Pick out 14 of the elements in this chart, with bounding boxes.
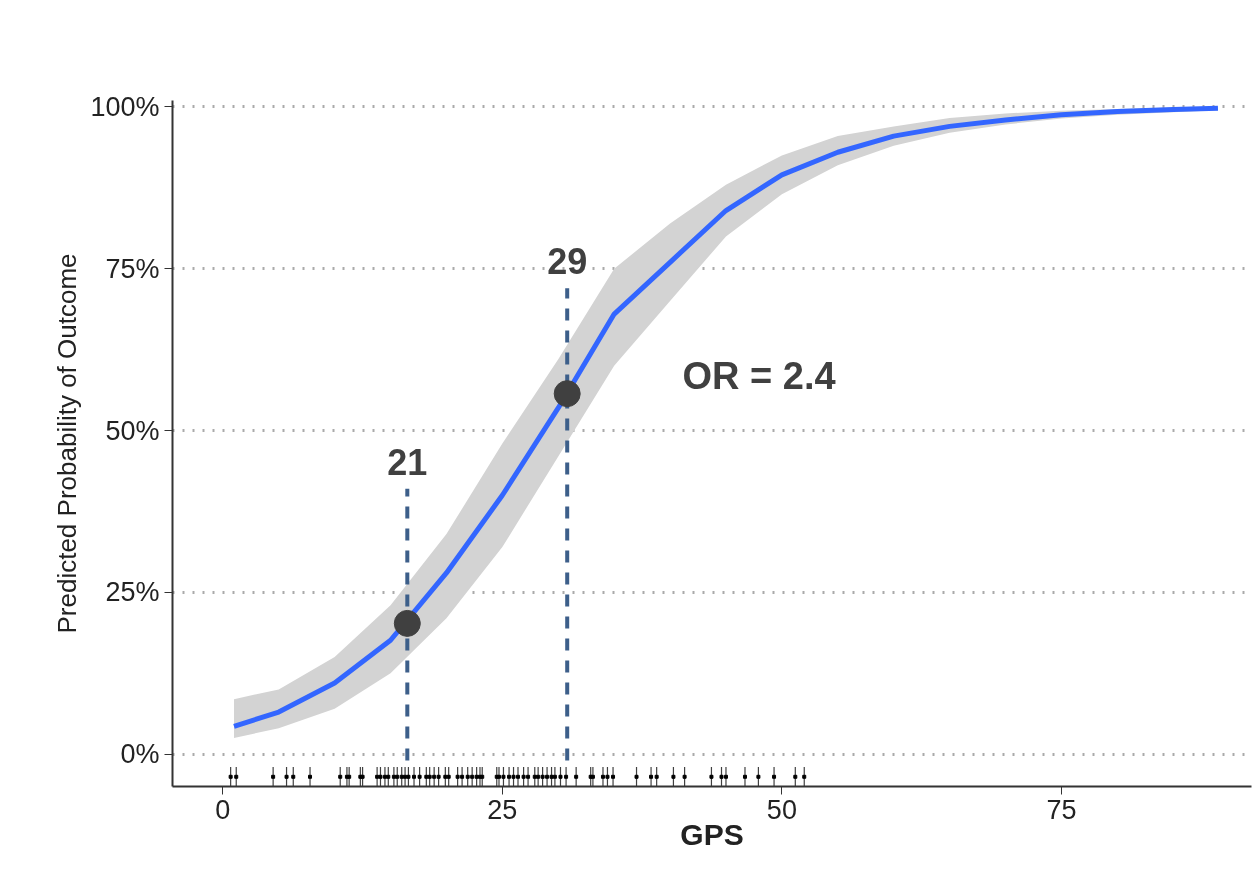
y-axis-title: Predicted Probability of Outcome [52, 253, 83, 634]
annotation: 21 [387, 441, 428, 483]
y-tick-label: 25% [105, 577, 160, 608]
annotation: OR = 2.4 [682, 354, 836, 397]
y-tick-label: 0% [120, 739, 160, 770]
y-tick-label: 75% [105, 253, 160, 284]
x-axis-title: GPS [680, 817, 744, 851]
x-tick-label: 75 [1046, 794, 1077, 825]
x-tick-label: 50 [766, 794, 797, 825]
x-tick-label: 25 [487, 794, 518, 825]
x-tick-label: 0 [215, 794, 231, 825]
y-tick-label: 100% [90, 91, 160, 122]
annotation: 29 [547, 241, 588, 283]
y-tick-label: 50% [105, 415, 160, 446]
